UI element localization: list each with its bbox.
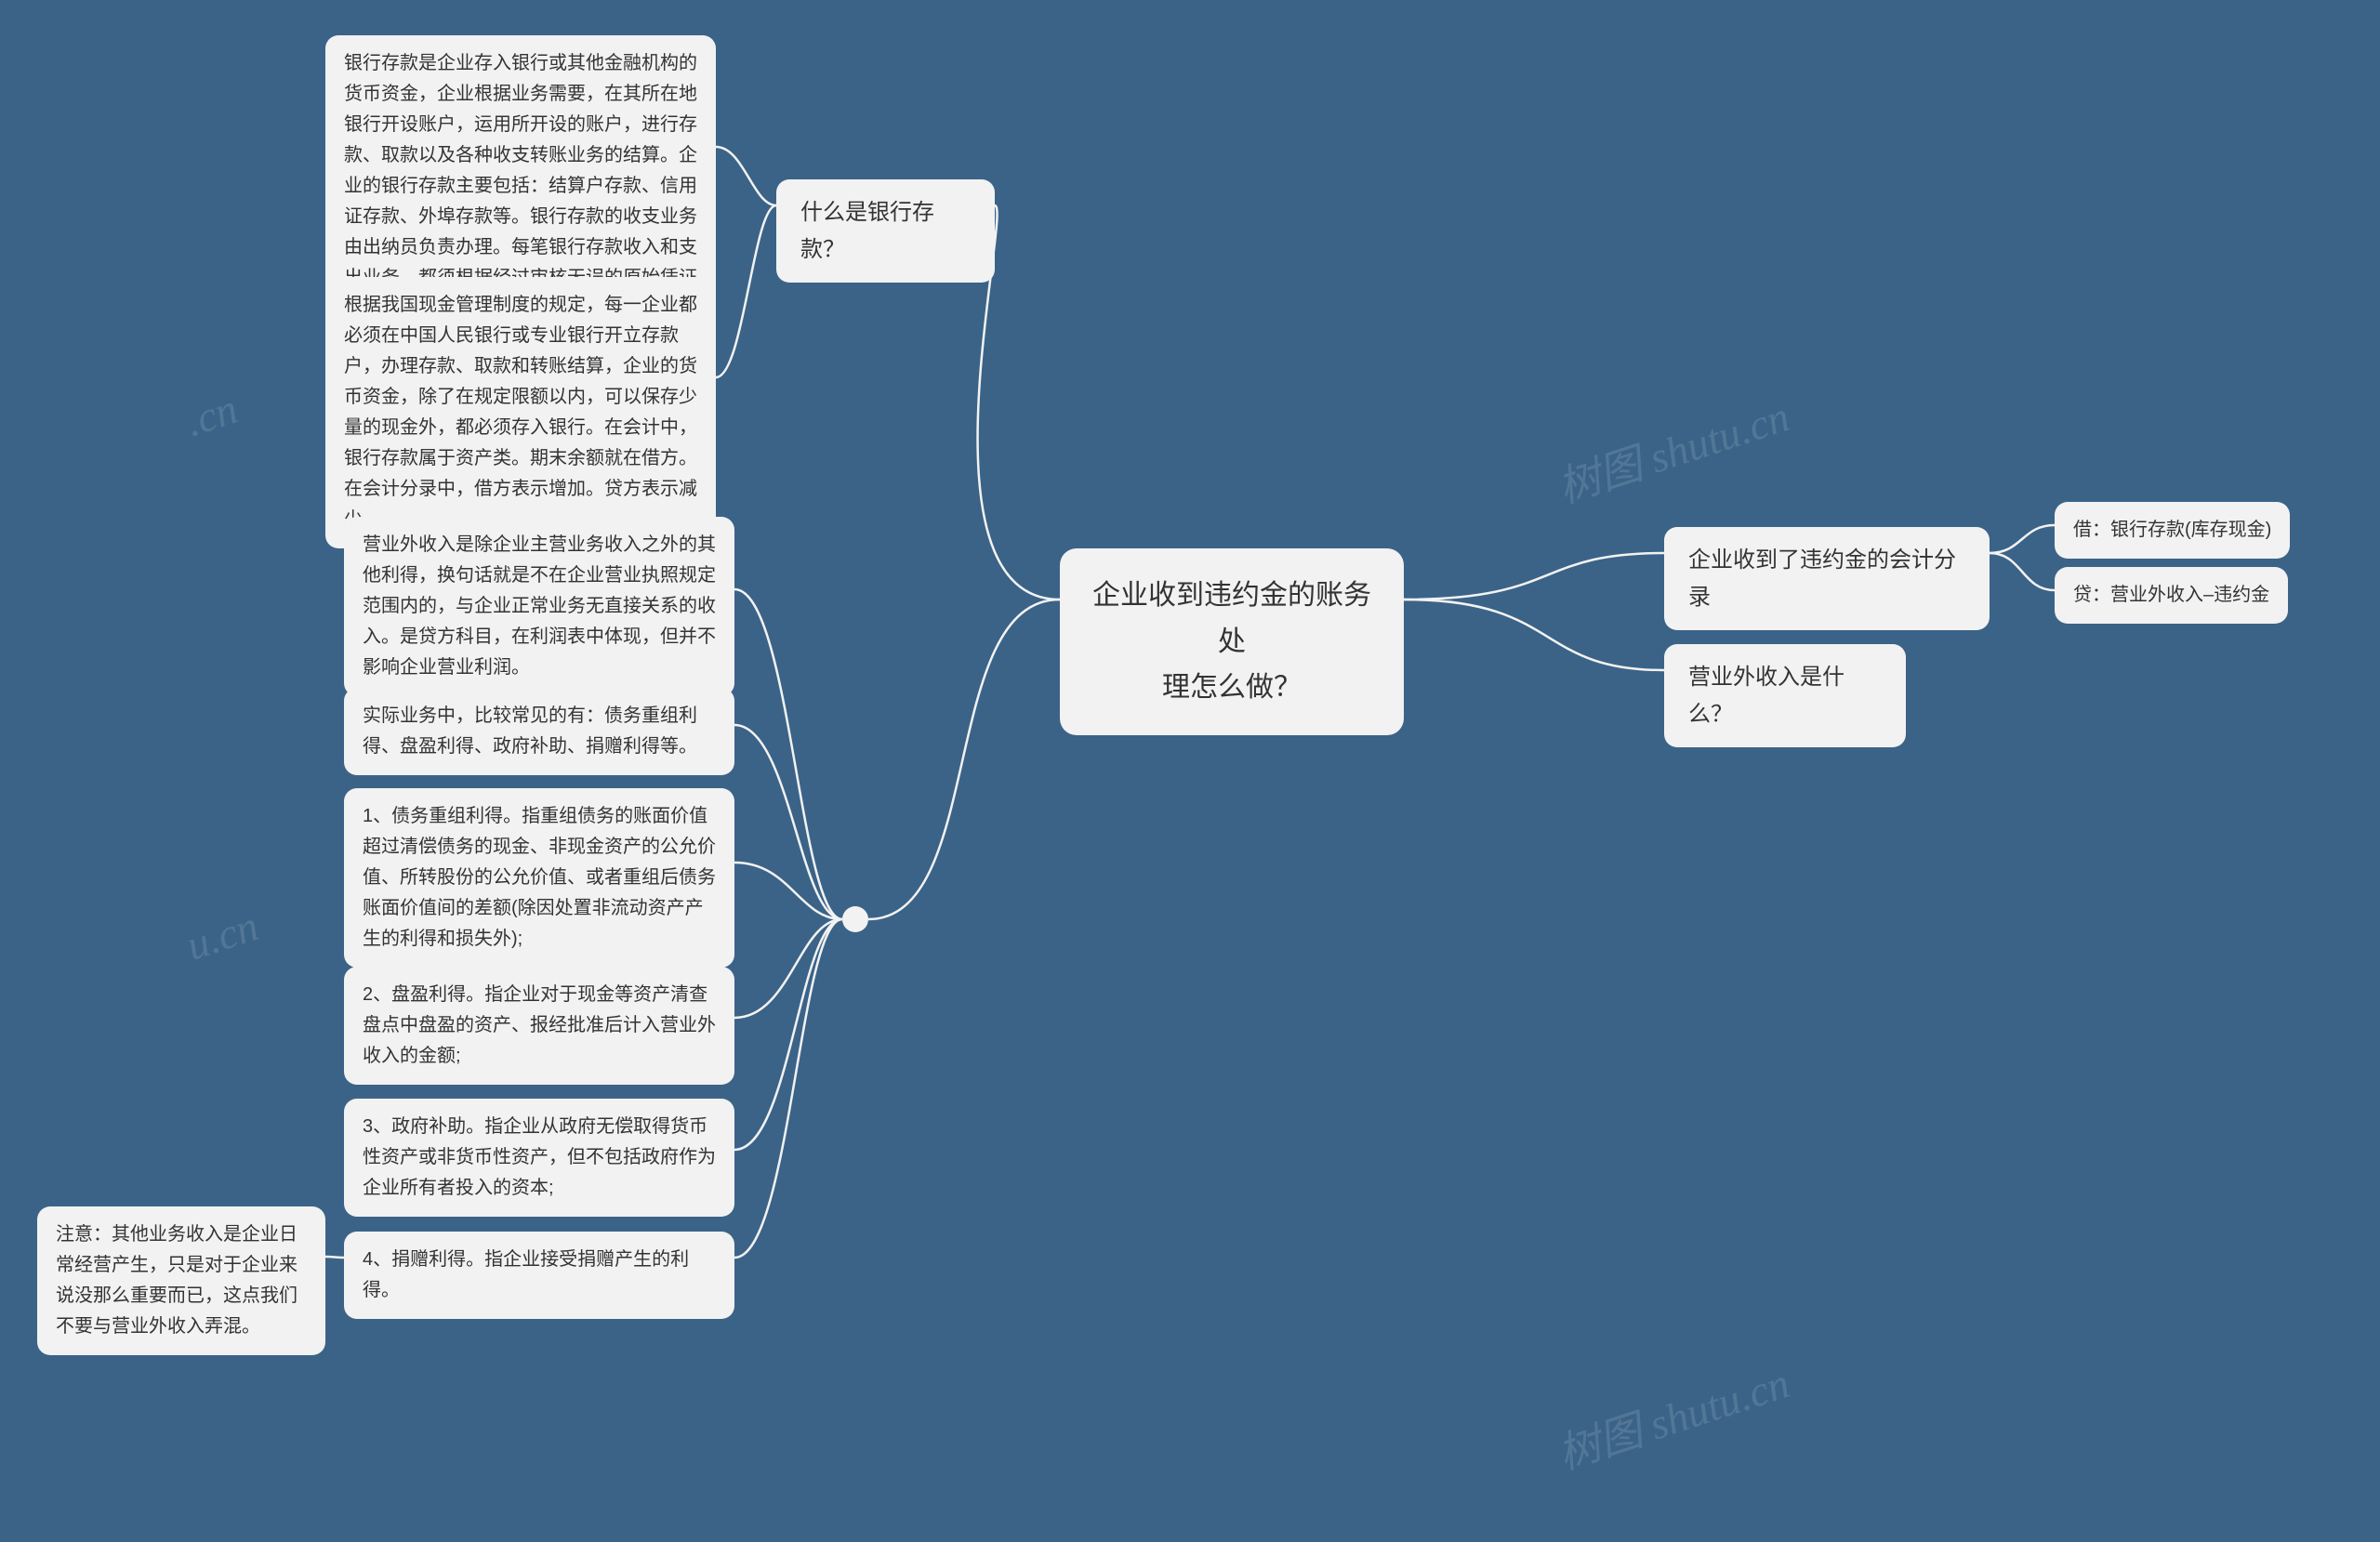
node-label: 1、债务重组利得。指重组债务的账面价值超过清偿债务的现金、非现金资产的公允价值、… xyxy=(363,806,716,949)
node-nonop-5[interactable]: 3、政府补助。指企业从政府无偿取得货币性资产或非货币性资产，但不包括政府作为企业… xyxy=(344,1099,734,1217)
root-text: 企业收到违约金的账务处理怎么做？ xyxy=(1092,580,1371,703)
node-entry-debit[interactable]: 借：银行存款(库存现金) xyxy=(2055,502,2290,559)
node-label: 借：银行存款(库存现金) xyxy=(2073,520,2271,540)
node-nonop-4[interactable]: 2、盘盈利得。指企业对于现金等资产清查盘点中盘盈的资产、报经批准后计入营业外收入… xyxy=(344,967,734,1085)
node-entry-credit[interactable]: 贷：营业外收入–违约金 xyxy=(2055,567,2288,624)
node-label: 贷：营业外收入–违约金 xyxy=(2073,585,2269,605)
node-label: 企业收到了违约金的会计分录 xyxy=(1688,547,1956,610)
node-label: 营业外收入是除企业主营业务收入之外的其他利得，换句话就是不在企业营业执照规定范围… xyxy=(363,534,716,678)
node-bank-answer-2[interactable]: 根据我国现金管理制度的规定，每一企业都必须在中国人民银行或专业银行开立存款户，办… xyxy=(325,277,716,548)
hub-dot[interactable] xyxy=(842,906,868,932)
node-nonop-6[interactable]: 4、捐赠利得。指企业接受捐赠产生的利得。 xyxy=(344,1232,734,1319)
node-entry[interactable]: 企业收到了违约金的会计分录 xyxy=(1664,527,1990,630)
node-label: 什么是银行存款？ xyxy=(800,200,934,262)
node-label: 4、捐赠利得。指企业接受捐赠产生的利得。 xyxy=(363,1249,689,1300)
node-label: 注意：其他业务收入是企业日常经营产生，只是对于企业来说没那么重要而已，这点我们不… xyxy=(56,1224,298,1337)
node-nonop-question[interactable]: 营业外收入是什么？ xyxy=(1664,644,1906,747)
node-label: 3、政府补助。指企业从政府无偿取得货币性资产或非货币性资产，但不包括政府作为企业… xyxy=(363,1116,716,1198)
node-nonop-2[interactable]: 实际业务中，比较常见的有：债务重组利得、盘盈利得、政府补助、捐赠利得等。 xyxy=(344,688,734,775)
node-label: 实际业务中，比较常见的有：债务重组利得、盘盈利得、政府补助、捐赠利得等。 xyxy=(363,705,697,757)
node-bank-question[interactable]: 什么是银行存款？ xyxy=(776,179,995,283)
node-label: 2、盘盈利得。指企业对于现金等资产清查盘点中盘盈的资产、报经批准后计入营业外收入… xyxy=(363,984,716,1066)
root-node[interactable]: 企业收到违约金的账务处理怎么做？ xyxy=(1060,548,1404,735)
node-label: 根据我国现金管理制度的规定，每一企业都必须在中国人民银行或专业银行开立存款户，办… xyxy=(344,295,697,530)
node-nonop-3[interactable]: 1、债务重组利得。指重组债务的账面价值超过清偿债务的现金、非现金资产的公允价值、… xyxy=(344,788,734,968)
node-note[interactable]: 注意：其他业务收入是企业日常经营产生，只是对于企业来说没那么重要而已，这点我们不… xyxy=(37,1206,325,1355)
node-label: 营业外收入是什么？ xyxy=(1688,665,1844,727)
node-nonop-1[interactable]: 营业外收入是除企业主营业务收入之外的其他利得，换句话就是不在企业营业执照规定范围… xyxy=(344,517,734,696)
